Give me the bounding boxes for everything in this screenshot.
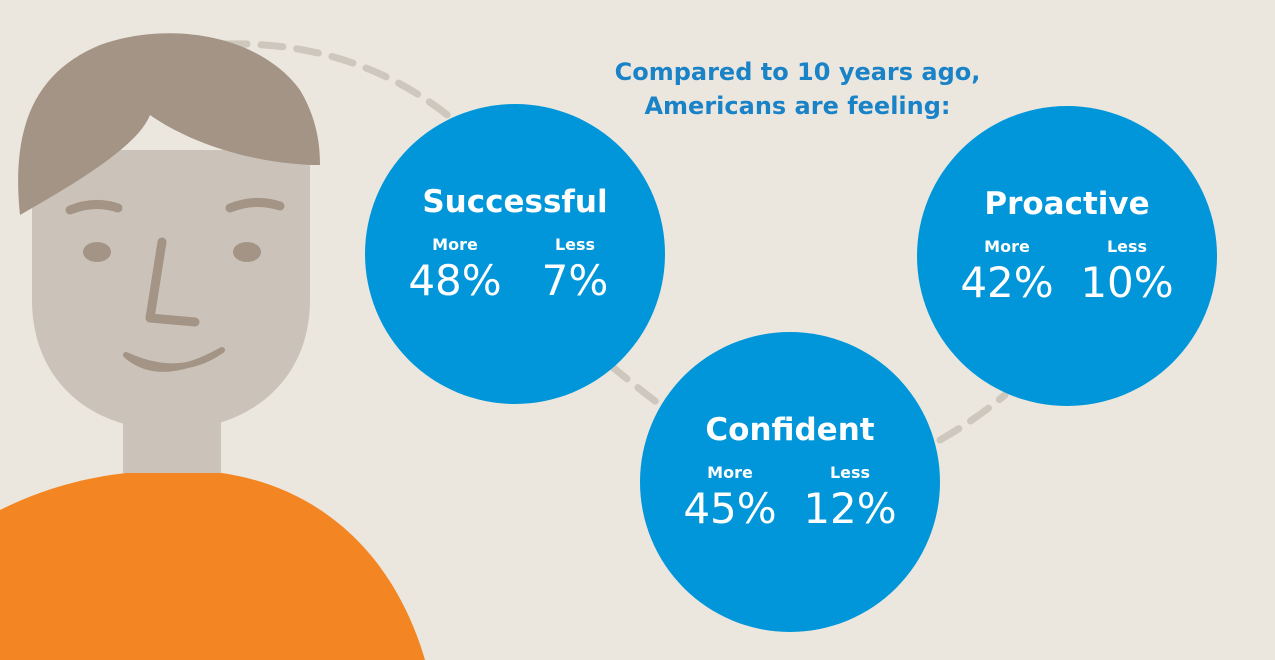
bubble-title: Proactive <box>984 186 1150 222</box>
bubble-title: Successful <box>422 184 608 220</box>
more-stat: More 42% <box>947 238 1067 308</box>
more-label: More <box>432 235 478 254</box>
headline-line-1: Compared to 10 years ago, <box>614 58 981 86</box>
less-stat: Less 10% <box>1067 238 1187 308</box>
less-value: 10% <box>1080 258 1174 307</box>
right-eye <box>233 242 261 262</box>
more-value: 42% <box>960 258 1054 307</box>
bubble-confident: Confident More 45% Less 12% <box>640 332 940 632</box>
mouth <box>123 347 225 372</box>
shirt <box>0 470 425 660</box>
bubble-successful: Successful More 48% Less 7% <box>365 104 665 404</box>
less-label: Less <box>829 463 871 482</box>
bubble-proactive: Proactive More 42% Less 10% <box>917 106 1217 406</box>
right-eyebrow <box>225 198 285 213</box>
less-stat: Less 7% <box>515 236 635 306</box>
more-value: 48% <box>408 256 502 305</box>
less-stat: Less 12% <box>790 464 910 534</box>
nose <box>145 237 200 327</box>
more-value: 45% <box>683 484 777 533</box>
bubble-title: Confident <box>705 412 875 448</box>
less-label: Less <box>1106 237 1148 256</box>
hair <box>18 33 321 215</box>
left-eyebrow <box>65 200 123 215</box>
more-label: More <box>984 237 1030 256</box>
face <box>32 150 310 430</box>
less-value: 7% <box>541 256 609 305</box>
headline-line-2: Americans are feeling: <box>644 92 951 120</box>
more-label: More <box>707 463 753 482</box>
less-value: 12% <box>803 484 897 533</box>
headline: Compared to 10 years ago, Americans are … <box>560 55 1035 123</box>
more-stat: More 48% <box>395 236 515 306</box>
less-label: Less <box>554 235 596 254</box>
left-eye <box>83 242 111 262</box>
more-stat: More 45% <box>670 464 790 534</box>
